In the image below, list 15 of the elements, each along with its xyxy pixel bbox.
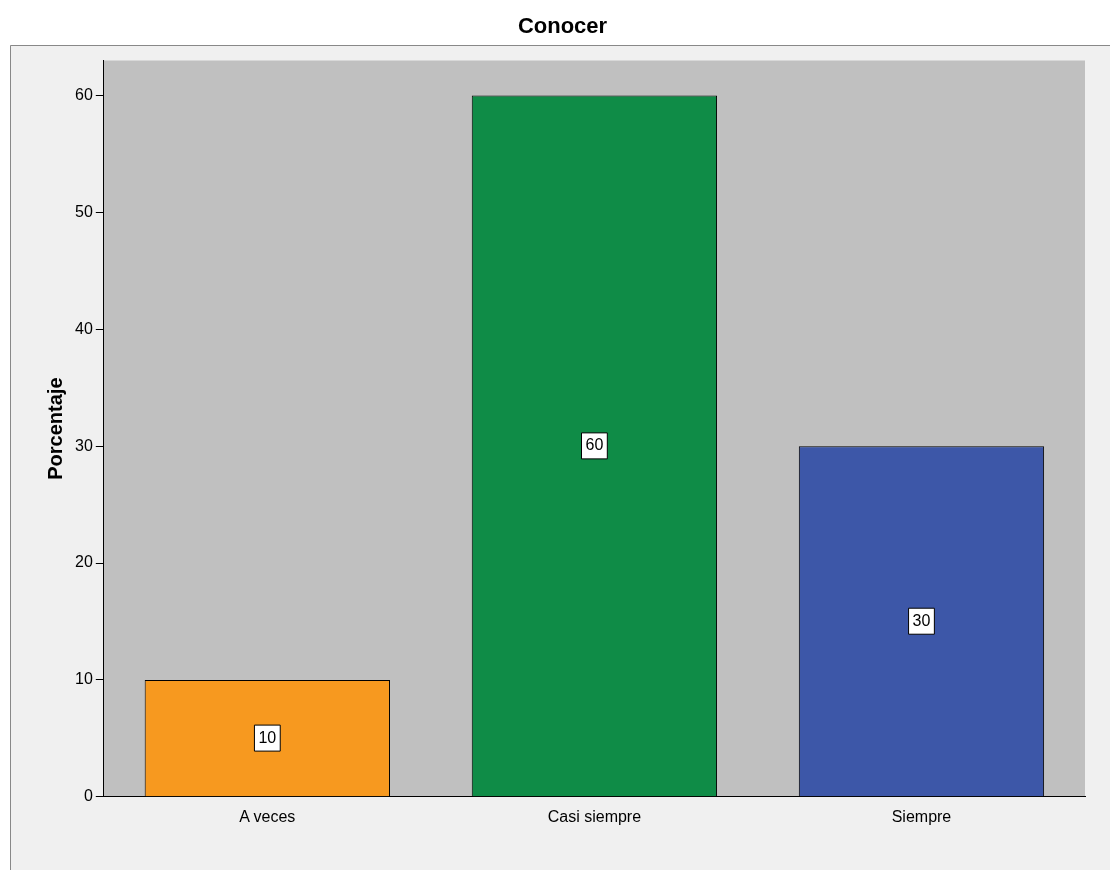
y-tick-label: 0 [83,787,93,805]
y-axis-title: Porcentaje [43,377,66,480]
data-label: 60 [585,436,604,454]
x-tick-label: Casi siempre [547,807,642,825]
data-label: 10 [258,728,277,746]
chart-title: Conocer [517,13,608,39]
x-tick-label: A veces [239,807,296,825]
y-tick-label: 50 [75,202,93,220]
data-label: 30 [912,611,931,629]
y-tick-label: 60 [75,85,93,103]
y-tick-label: 30 [75,436,93,454]
y-tick-label: 40 [75,319,93,337]
y-tick-label: 10 [75,670,93,688]
y-tick-label: 20 [75,553,93,571]
x-tick-label: Siempre [891,807,952,825]
